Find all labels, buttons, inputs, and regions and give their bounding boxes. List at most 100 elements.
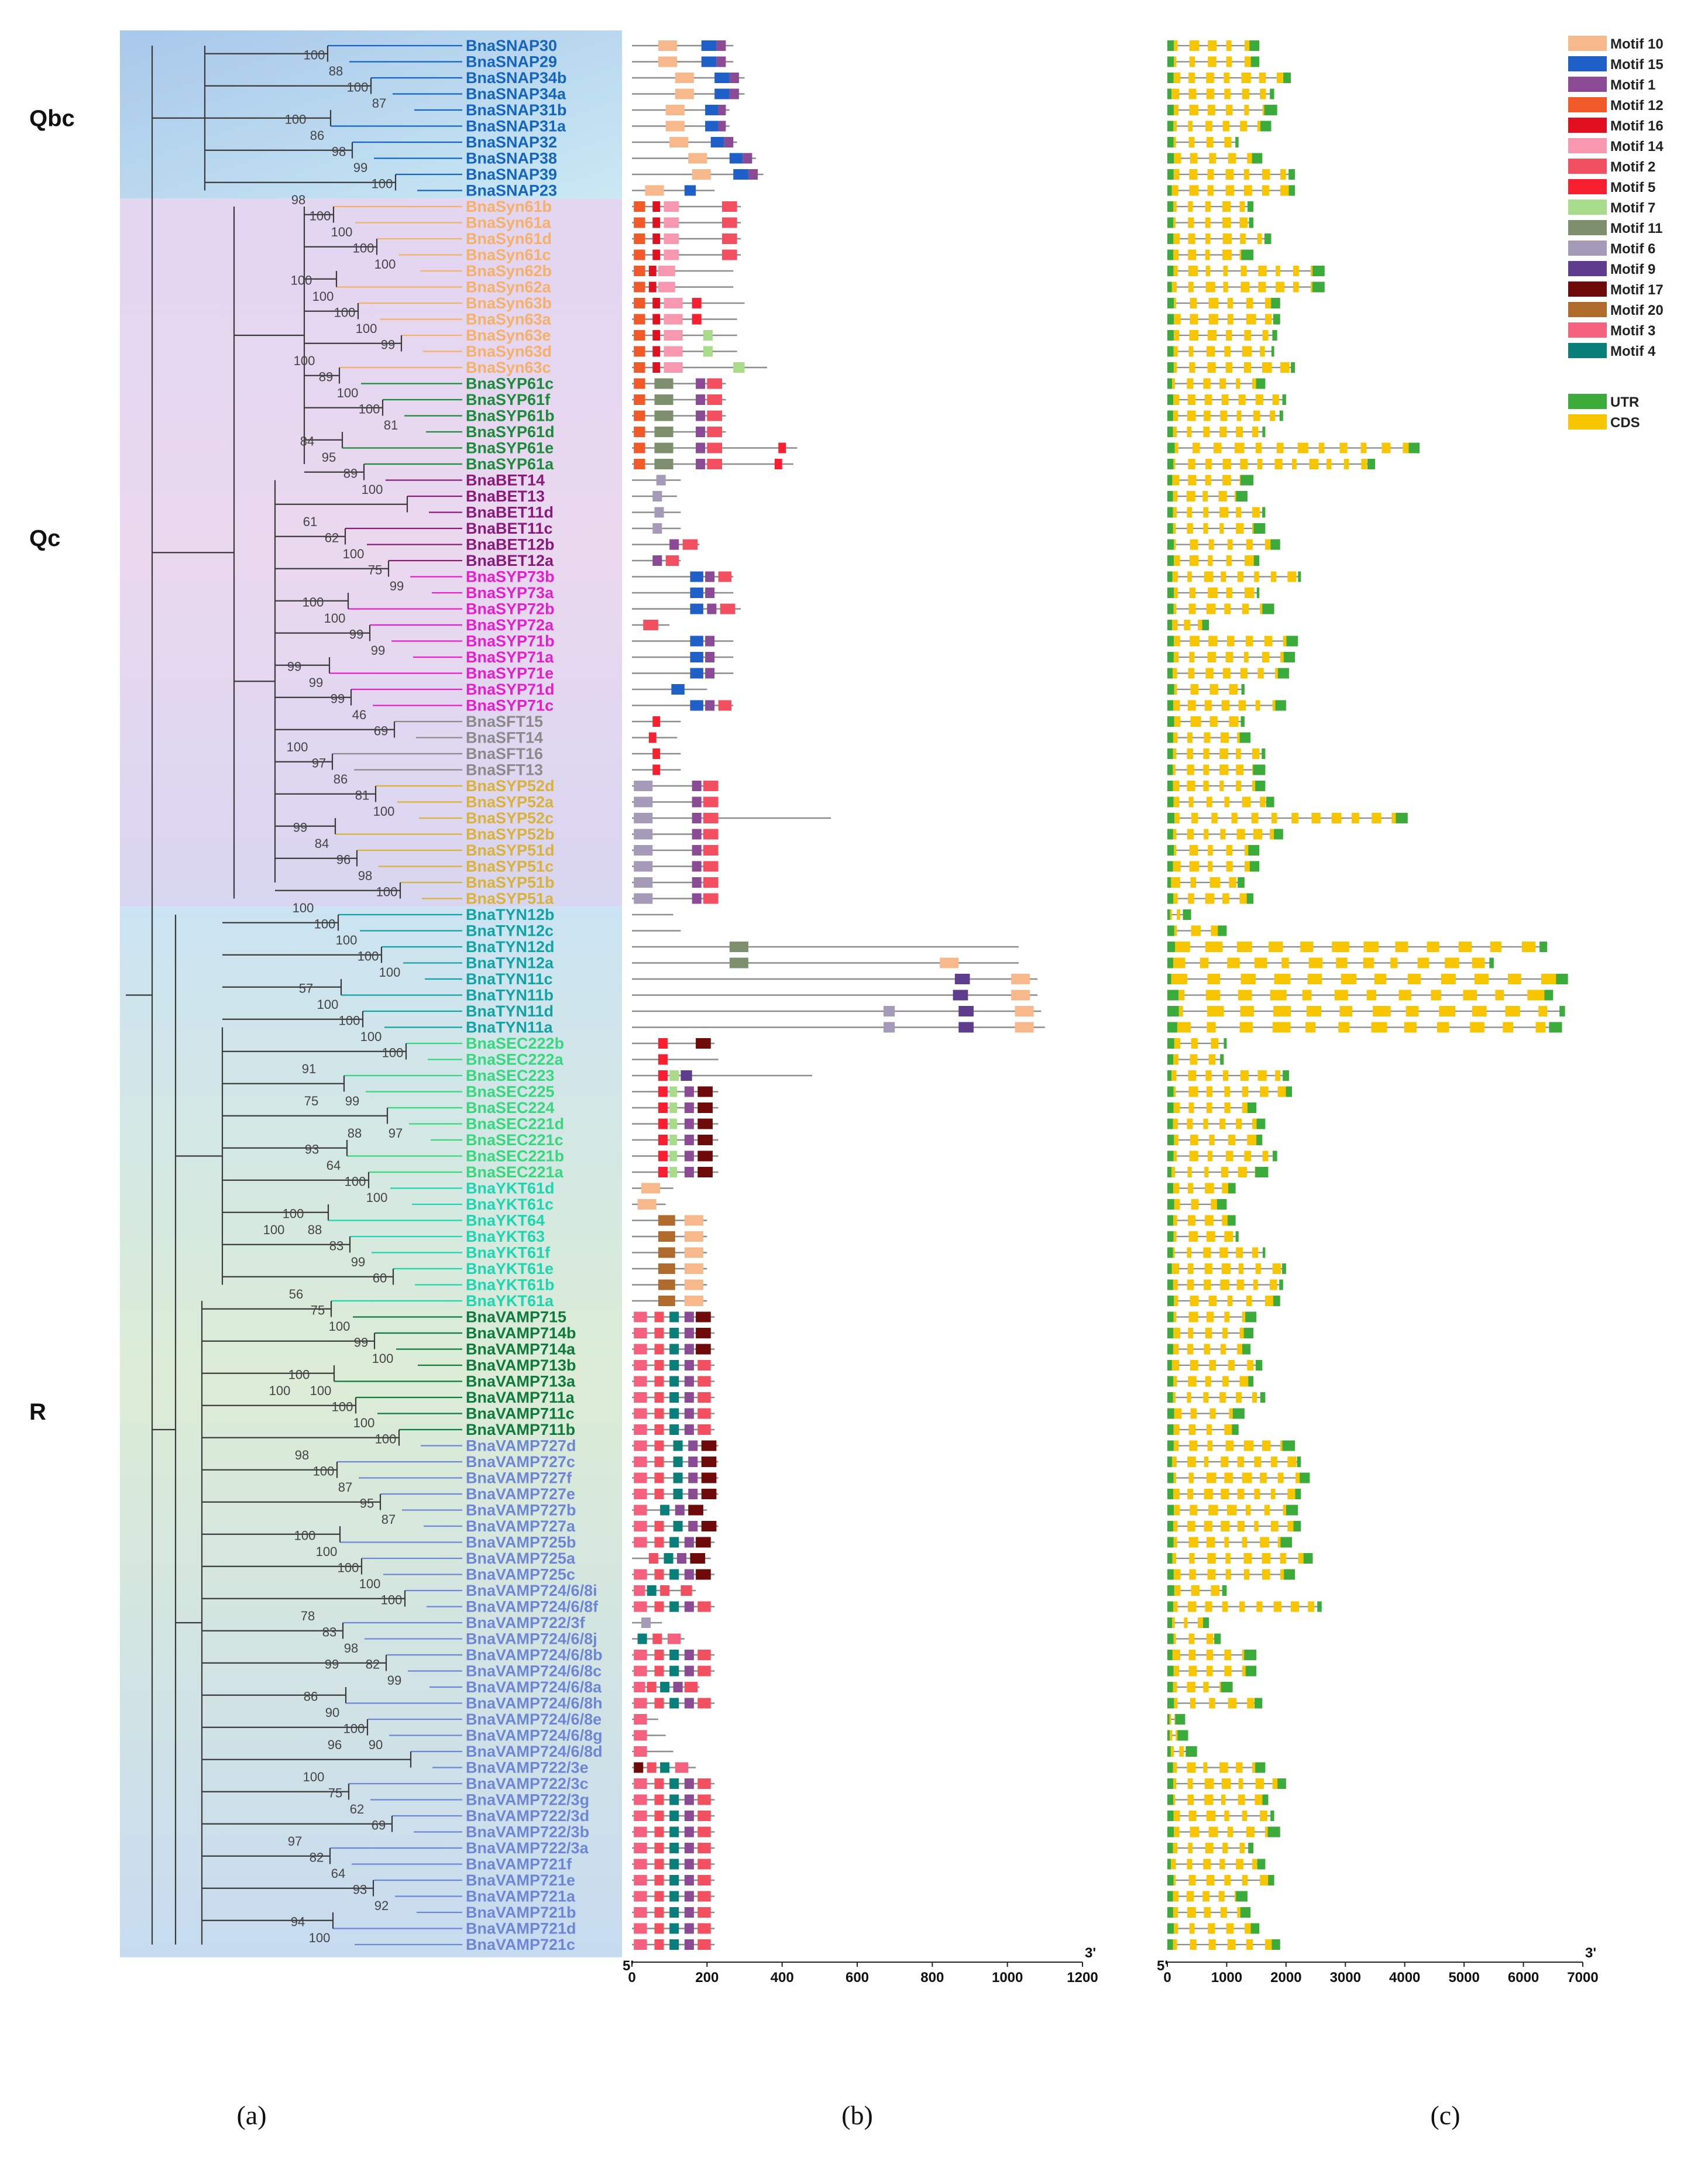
motif-box (669, 1537, 679, 1548)
motif-box (669, 1939, 679, 1950)
cds-box (1203, 1392, 1209, 1403)
motif-box (669, 1569, 679, 1580)
motif-box (652, 748, 661, 759)
cds-box (1343, 459, 1349, 469)
cds-box (1245, 588, 1255, 598)
motif-box (697, 1794, 711, 1805)
cds-box (1270, 571, 1277, 582)
utr-box (1167, 1102, 1174, 1113)
bootstrap-value: 56 (289, 1287, 303, 1301)
cds-box (1207, 1553, 1216, 1564)
cds-box (1224, 1231, 1233, 1242)
cds-box (1228, 1135, 1236, 1145)
cds-box (1208, 636, 1218, 647)
gene-label: BnaVAMP722/3b (466, 1823, 589, 1841)
utr-box (1167, 1344, 1173, 1355)
cds-box (1173, 1939, 1177, 1950)
gene-label: BnaSYP71a (466, 648, 554, 666)
cds-box (1190, 1296, 1199, 1306)
cds-box (1208, 555, 1213, 566)
legend-swatch (1568, 118, 1607, 133)
cds-box (1173, 1118, 1178, 1129)
motif-box (696, 1328, 711, 1338)
cds-box (1224, 1537, 1229, 1548)
bootstrap-value: 46 (352, 707, 366, 722)
cds-box (1184, 1617, 1188, 1628)
gene-label: BnaVAMP711b (466, 1421, 575, 1438)
cds-box (1445, 957, 1459, 968)
gene-label: BnaSEC223 (466, 1067, 555, 1084)
motif-box (654, 1408, 664, 1419)
motif-box (684, 1698, 694, 1709)
cds-box (1205, 121, 1212, 132)
motif-box (696, 1569, 711, 1580)
bootstrap-value: 93 (353, 1883, 367, 1897)
cds-box (1219, 427, 1227, 437)
cds-box (1174, 925, 1177, 936)
cds-box (1187, 1907, 1196, 1918)
motif-box (634, 1650, 647, 1660)
motif-box (634, 1569, 647, 1580)
cds-box (1395, 942, 1408, 952)
legend-swatch (1568, 261, 1607, 276)
cds-box (1258, 266, 1267, 276)
utr-box (1167, 1006, 1179, 1016)
motif-box (669, 1360, 679, 1371)
cds-box (1209, 877, 1221, 888)
cds-box (1221, 1167, 1228, 1177)
cds-box (1190, 1408, 1197, 1419)
gene-label: BnaVAMP724/6/8e (466, 1711, 602, 1728)
gene-label: BnaSYP51b (466, 874, 555, 891)
bootstrap-value: 64 (327, 1158, 341, 1173)
motif-box (673, 1682, 683, 1692)
cds-box (1172, 1457, 1177, 1467)
cds-box (1246, 298, 1253, 308)
legend-label: CDS (1610, 415, 1640, 431)
cds-box (1253, 829, 1263, 840)
cds-box (1203, 1859, 1211, 1870)
cds-box (1404, 1022, 1417, 1033)
utr-box (1167, 829, 1173, 840)
legend-swatch (1568, 394, 1607, 409)
cds-box (1187, 781, 1195, 791)
cds-box (1427, 942, 1439, 952)
motif-box (729, 942, 748, 952)
bootstrap-value: 100 (339, 1014, 360, 1028)
cds-box (1292, 459, 1297, 469)
motif-box (652, 330, 661, 341)
gene-label: BnaVAMP721c (466, 1936, 575, 1953)
utr-box (1167, 217, 1174, 228)
motif-box (654, 1392, 664, 1403)
motif-box (707, 442, 722, 454)
bootstrap-value: 100 (362, 482, 383, 497)
motif-box (684, 1392, 694, 1403)
utr-box (1270, 1811, 1274, 1821)
cds-box (1226, 845, 1233, 856)
cds-box (1186, 1891, 1194, 1902)
cds-box (1265, 314, 1272, 325)
cds-box (1221, 1489, 1229, 1499)
utr-box (1167, 1859, 1171, 1870)
utr-box (1175, 1714, 1185, 1725)
cds-box (1280, 1569, 1286, 1580)
bootstrap-value: 99 (390, 579, 404, 593)
cds-box (1280, 362, 1290, 373)
cds-box (1191, 813, 1198, 823)
motif-box (703, 829, 719, 840)
motif-box (669, 1826, 679, 1837)
cds-box (1187, 410, 1196, 421)
utr-box (1253, 555, 1260, 566)
bootstrap-value: 100 (309, 1931, 331, 1945)
utr-box (1167, 1746, 1171, 1757)
motif-box (701, 1489, 717, 1499)
motif-box (697, 1778, 711, 1789)
gene-label: BnaYKT63 (466, 1228, 545, 1245)
motif-box (684, 1650, 694, 1660)
cds-box (1207, 652, 1216, 662)
utr-box (1489, 957, 1494, 968)
legend-label: Motif 1 (1610, 77, 1655, 93)
bootstrap-value: 99 (354, 1335, 368, 1350)
cds-box (1219, 1392, 1226, 1403)
motif-box (634, 1376, 647, 1387)
cds-box (1254, 1521, 1259, 1531)
